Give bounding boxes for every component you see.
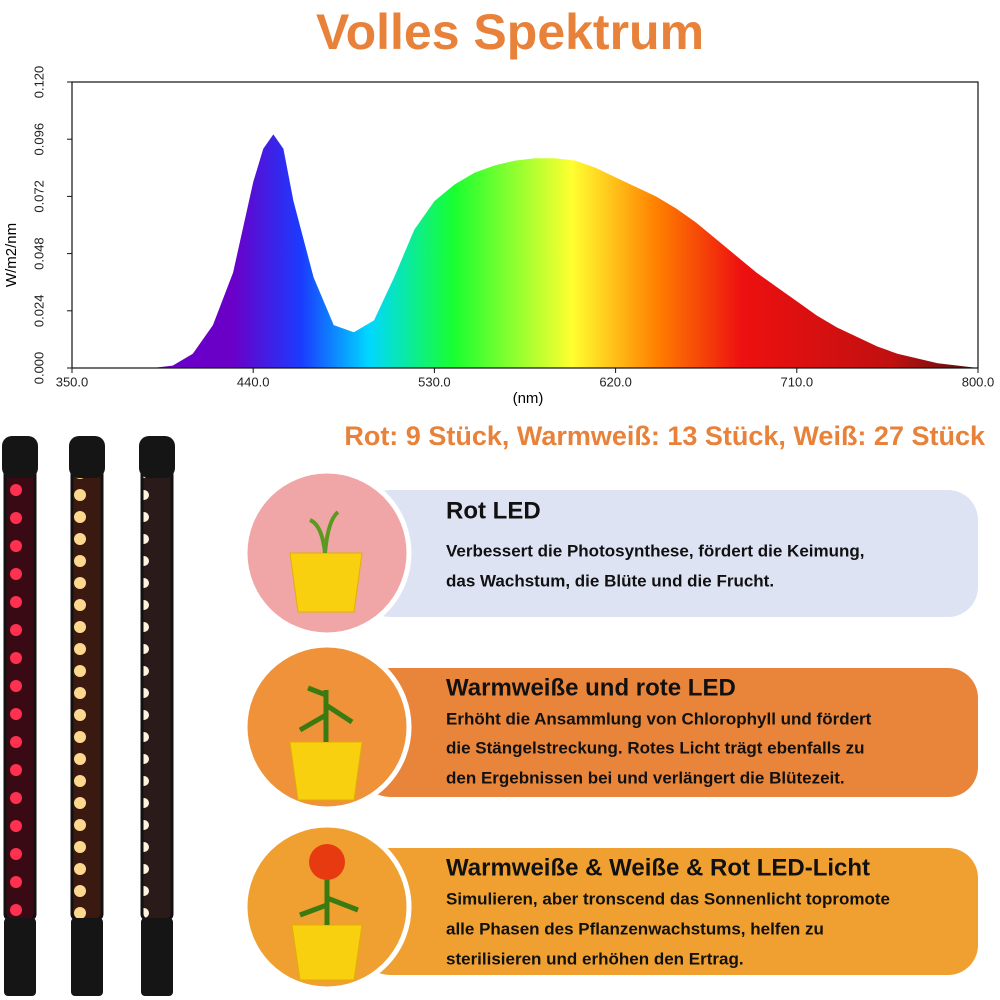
card-text: das Wachstum, die Blüte und die Frucht. — [446, 571, 774, 590]
card-title: Warmweiße und rote LED — [446, 674, 736, 701]
card-text: Simulieren, aber tronscend das Sonnenlic… — [446, 889, 890, 908]
card-text: alle Phasen des Pflanzenwachstums, helfe… — [446, 919, 824, 938]
y-tick-label: 0.096 — [31, 123, 46, 156]
y-tick-label: 0.024 — [31, 295, 46, 328]
plot-frame — [71, 81, 979, 369]
y-tick-label: 0.000 — [31, 352, 46, 385]
card-text: sterilisieren und erhöhen den Ertrag. — [446, 949, 744, 968]
x-tick-label: 440.0 — [237, 374, 270, 389]
subtitle: Rot: 9 Stück, Warmweiß: 13 Stück, Weiß: … — [344, 421, 986, 451]
spectrum-area — [132, 134, 978, 368]
x-tick-label: 530.0 — [418, 374, 451, 389]
x-tick-label: 710.0 — [781, 374, 814, 389]
card-backgrounds — [242, 468, 978, 992]
x-tick-label: 350.0 — [56, 374, 89, 389]
led-tubes — [2, 436, 175, 996]
y-tick-label: 0.120 — [31, 66, 46, 99]
y-tick-label: 0.072 — [31, 180, 46, 213]
card-text: die Stängelstreckung. Rotes Licht trägt … — [446, 738, 864, 757]
x-axis-label: (nm) — [513, 390, 544, 407]
card-title: Rot LED — [446, 497, 541, 524]
x-tick-label: 620.0 — [599, 374, 632, 389]
card-text: Erhöht die Ansammlung von Chlorophyll un… — [446, 709, 872, 728]
x-tick-label: 800.0 — [962, 374, 995, 389]
chart-title: Volles Spektrum — [316, 4, 704, 60]
y-tick-label: 0.048 — [31, 237, 46, 270]
card-title: Warmweiße & Weiße & Rot LED-Licht — [446, 854, 870, 881]
card-text: Verbessert die Photosynthese, fördert di… — [446, 541, 865, 560]
y-axis-label: W/m2/nm — [3, 223, 20, 287]
card-text: den Ergebnissen bei und verlängert die B… — [446, 768, 845, 787]
